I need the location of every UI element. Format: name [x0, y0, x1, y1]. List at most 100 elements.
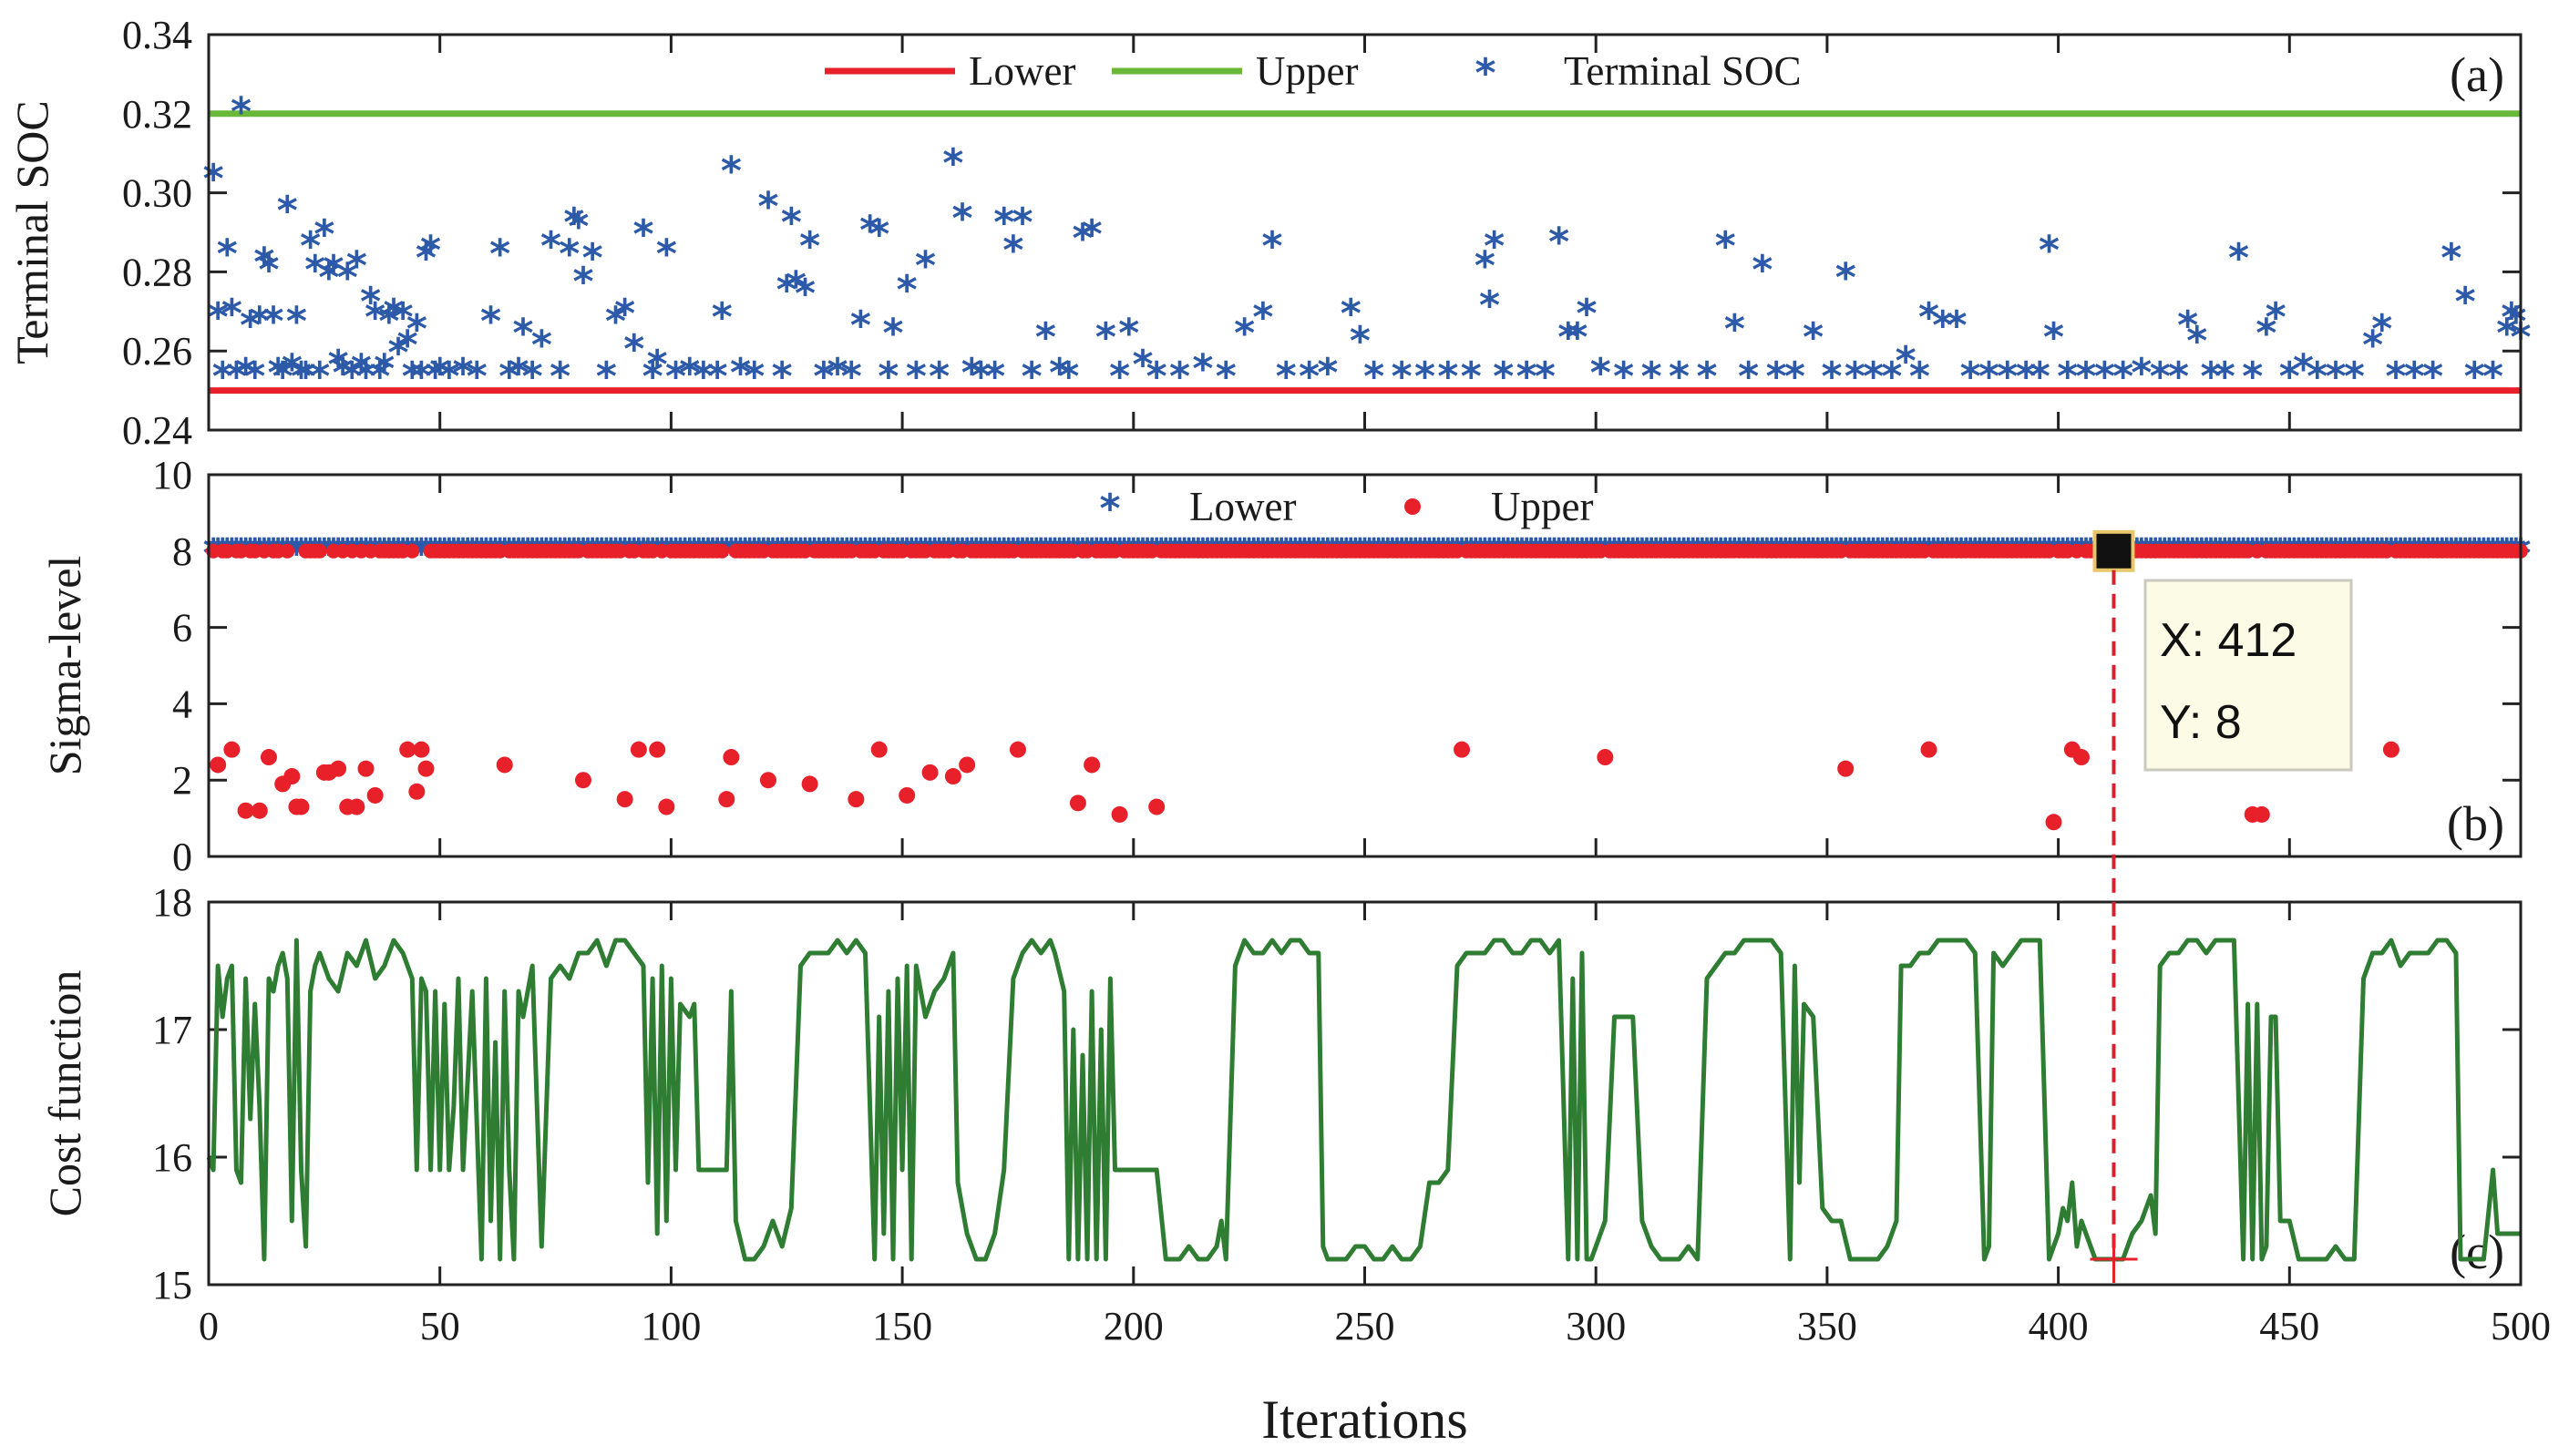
soc-point: *: [489, 231, 510, 278]
soc-point: *: [915, 243, 936, 290]
xtick-label: 0: [199, 1304, 219, 1348]
soc-point: *: [1118, 311, 1139, 357]
upper-outlier-point: [223, 741, 241, 758]
panel-c-ytick-label: 17: [152, 1008, 192, 1052]
upper-outlier-point: [417, 760, 435, 777]
soc-point: *: [1192, 346, 1213, 393]
soc-point: *: [1909, 354, 1930, 400]
soc-point: *: [1960, 354, 1981, 400]
upper-point: [405, 543, 420, 559]
soc-point: *: [1738, 354, 1759, 400]
soc-point: *: [1484, 223, 1505, 270]
soc-point: *: [1049, 350, 1070, 396]
soc-point: *: [498, 354, 519, 400]
soc-point: *: [226, 354, 247, 400]
soc-point: *: [203, 156, 224, 202]
soc-point: *: [480, 298, 501, 344]
soc-point: *: [942, 140, 963, 187]
panel-c-ytick-label: 18: [152, 880, 192, 925]
panel-a-ytick-label: 0.28: [122, 250, 192, 294]
soc-point: *: [1072, 215, 1093, 261]
soc-point: *: [827, 350, 848, 396]
soc-point: *: [2385, 354, 2406, 400]
soc-point: *: [642, 354, 663, 400]
upper-outlier-point: [574, 772, 591, 789]
upper-outlier-point: [2253, 805, 2270, 823]
soc-point: *: [1169, 354, 1190, 400]
soc-point: *: [2455, 279, 2476, 325]
legend-label-lower: Lower: [969, 48, 1075, 94]
panel-a-ytick-label: 0.32: [122, 92, 192, 137]
soc-point: *: [2186, 318, 2207, 364]
soc-point: *: [291, 354, 312, 400]
soc-point: *: [337, 255, 358, 302]
xtick-label: 150: [872, 1304, 932, 1348]
soc-point: *: [1414, 354, 1435, 400]
soc-point: *: [304, 247, 325, 293]
soc-point: *: [235, 350, 256, 396]
panel-c-ytick-label: 15: [152, 1263, 192, 1307]
soc-point: *: [416, 235, 437, 282]
soc-point: *: [1641, 354, 1662, 400]
upper-outlier-point: [801, 775, 818, 793]
soc-point: *: [772, 354, 793, 400]
soc-point: *: [1216, 354, 1237, 400]
soc-point: *: [1803, 314, 1824, 361]
soc-point: *: [438, 354, 459, 400]
soc-point: *: [1479, 282, 1500, 329]
upper-outlier-point: [2382, 741, 2399, 758]
soc-point: *: [212, 354, 233, 400]
soc-point: *: [1784, 354, 1805, 400]
soc-point: *: [1341, 291, 1362, 337]
soc-point: *: [453, 350, 474, 396]
upper-outlier-point: [2045, 814, 2062, 831]
soc-point: *: [2441, 235, 2461, 282]
soc-point: *: [721, 149, 742, 195]
upper-outlier-point: [293, 798, 310, 815]
soc-point: *: [776, 267, 797, 313]
soc-point: *: [346, 243, 367, 290]
soc-point: *: [1932, 302, 1953, 349]
xtick-label: 450: [2259, 1304, 2319, 1348]
panel-a-ytick-label: 0.26: [122, 329, 192, 374]
upper-outlier-point: [1454, 741, 1471, 758]
upper-outlier-point: [899, 786, 916, 804]
soc-point: *: [1317, 350, 1338, 396]
upper-outlier-point: [210, 756, 227, 774]
soc-point: *: [1918, 294, 1939, 341]
soc-point: *: [1946, 302, 1967, 349]
soc-point: *: [1863, 354, 1884, 400]
soc-point: *: [559, 231, 580, 278]
soc-point: *: [1493, 354, 1514, 400]
datatip-x-label: X: 412: [2160, 614, 2297, 667]
soc-point: *: [781, 200, 802, 246]
xtick-label: 250: [1335, 1304, 1395, 1348]
soc-point: *: [351, 346, 372, 393]
soc-point: *: [2501, 294, 2522, 341]
upper-outlier-point: [330, 760, 347, 777]
soc-point: *: [1613, 354, 1634, 400]
soc-point: *: [467, 354, 488, 400]
soc-point: *: [397, 323, 418, 369]
legend-label-terminal-soc: Terminal SOC: [1564, 48, 1802, 94]
upper-outlier-point: [357, 760, 375, 777]
soc-point: *: [333, 350, 354, 396]
soc-point: *: [795, 271, 816, 317]
soc-point: *: [378, 298, 399, 344]
xtick-label: 400: [2029, 1304, 2089, 1348]
upper-outlier-point: [616, 791, 633, 808]
soc-point: *: [2016, 354, 2037, 400]
soc-point: *: [1299, 354, 1320, 400]
soc-point: *: [2404, 354, 2425, 400]
soc-point: *: [2043, 314, 2064, 361]
lower-point: *: [286, 530, 307, 577]
upper-outlier-point: [2072, 749, 2090, 766]
legend-label-upper-b: Upper: [1491, 484, 1593, 529]
upper-outlier-point: [658, 798, 675, 815]
soc-point: *: [868, 211, 889, 258]
upper-outlier-point: [496, 756, 513, 774]
soc-point: *: [961, 350, 982, 396]
soc-point: *: [402, 354, 423, 400]
